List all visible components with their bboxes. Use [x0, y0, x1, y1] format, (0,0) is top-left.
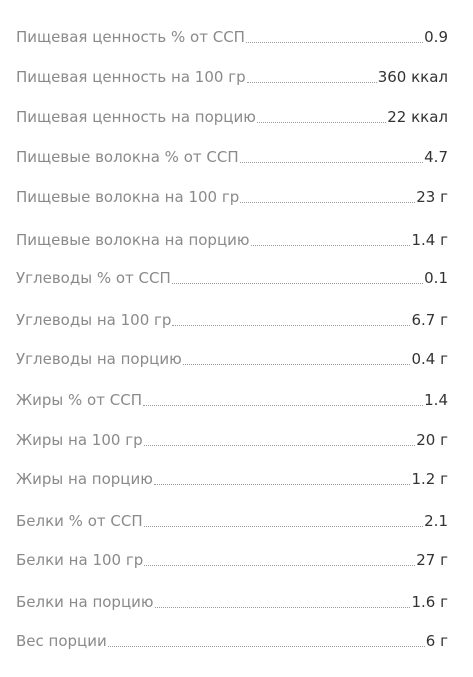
row-value: 360 ккал	[377, 68, 448, 86]
dot-leader	[143, 525, 424, 527]
row-value: 23 г	[416, 188, 448, 206]
row-label: Жиры на 100 гр	[16, 431, 143, 449]
row-value: 1.6 г	[411, 593, 448, 611]
row-value: 6 г	[425, 632, 448, 650]
list-item: Жиры % от ССП 1.4	[16, 385, 448, 409]
row-label: Углеводы на порцию	[16, 350, 182, 368]
dot-leader	[240, 201, 416, 203]
list-item: Пищевые волокна % от ССП 4.7	[16, 142, 448, 166]
dot-leader	[172, 324, 411, 326]
row-label: Углеводы % от ССП	[16, 269, 171, 287]
dot-leader	[246, 81, 377, 83]
list-item: Белки на 100 гр 27 г	[16, 545, 448, 569]
dot-leader	[250, 244, 411, 246]
dot-leader	[142, 404, 424, 406]
list-item: Углеводы на порцию 0.4 г	[16, 344, 448, 368]
row-label: Пищевые волокна на 100 гр	[16, 188, 240, 206]
row-label: Жиры % от ССП	[16, 391, 142, 409]
row-label: Белки на 100 гр	[16, 551, 144, 569]
row-label: Пищевые волокна на порцию	[16, 231, 250, 249]
dot-leader	[239, 161, 424, 163]
row-value: 27 г	[416, 551, 448, 569]
dot-leader	[245, 41, 424, 43]
row-value: 0.1	[424, 269, 448, 287]
dot-leader	[256, 121, 387, 123]
list-item: Вес порции 6 г	[16, 626, 448, 650]
row-value: 1.4 г	[411, 231, 448, 249]
row-value: 4.7	[424, 148, 448, 166]
row-label: Вес порции	[16, 632, 107, 650]
list-item: Пищевая ценность на 100 гр 360 ккал	[16, 62, 448, 86]
list-item: Пищевые волокна на 100 гр 23 г	[16, 182, 448, 206]
row-value: 0.4 г	[411, 350, 448, 368]
row-label: Пищевая ценность % от ССП	[16, 28, 245, 46]
list-item: Пищевые волокна на порцию 1.4 г	[16, 225, 448, 249]
dot-leader	[154, 606, 411, 608]
list-item: Пищевая ценность % от ССП 0.9	[16, 22, 448, 46]
dot-leader	[144, 564, 416, 566]
row-value: 6.7 г	[411, 311, 448, 329]
row-value: 22 ккал	[387, 108, 448, 126]
row-label: Углеводы на 100 гр	[16, 311, 172, 329]
row-value: 2.1	[424, 512, 448, 530]
row-label: Пищевые волокна % от ССП	[16, 148, 239, 166]
list-item: Жиры на порцию 1.2 г	[16, 464, 448, 488]
dot-leader	[153, 483, 411, 485]
list-item: Жиры на 100 гр 20 г	[16, 425, 448, 449]
row-label: Белки на порцию	[16, 593, 154, 611]
row-value: 0.9	[424, 28, 448, 46]
row-label: Жиры на порцию	[16, 470, 153, 488]
dot-leader	[143, 444, 416, 446]
list-item: Белки на порцию 1.6 г	[16, 587, 448, 611]
dot-leader	[107, 645, 425, 647]
row-label: Пищевая ценность на порцию	[16, 108, 256, 126]
list-item: Белки % от ССП 2.1	[16, 506, 448, 530]
list-item: Углеводы % от ССП 0.1	[16, 263, 448, 287]
row-label: Белки % от ССП	[16, 512, 143, 530]
row-value: 20 г	[416, 431, 448, 449]
dot-leader	[171, 282, 424, 284]
row-value: 1.4	[424, 391, 448, 409]
list-item: Углеводы на 100 гр 6.7 г	[16, 305, 448, 329]
row-value: 1.2 г	[411, 470, 448, 488]
dot-leader	[182, 363, 411, 365]
list-item: Пищевая ценность на порцию 22 ккал	[16, 102, 448, 126]
row-label: Пищевая ценность на 100 гр	[16, 68, 246, 86]
